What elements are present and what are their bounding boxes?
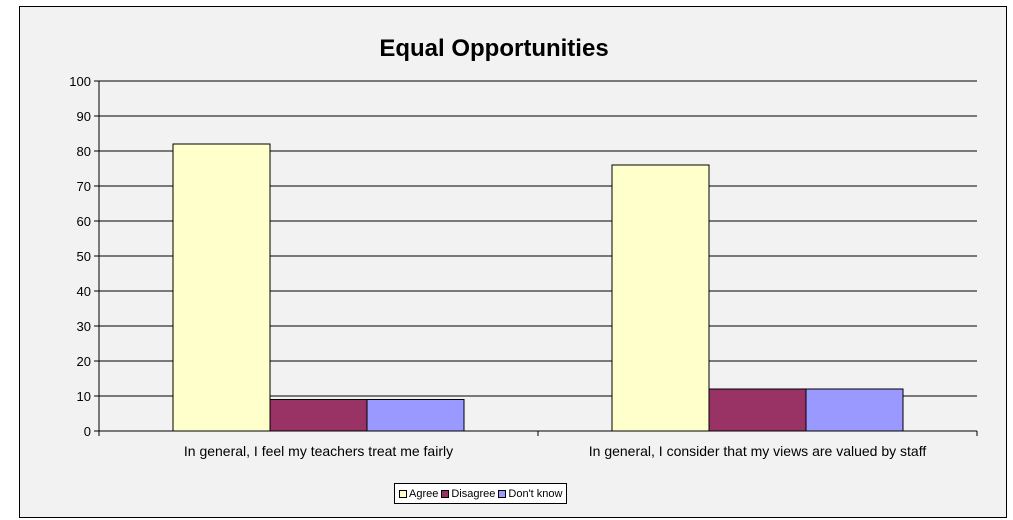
legend-item: Disagree [441,488,495,500]
bar-agree [611,164,710,432]
y-tick-label: 30 [77,319,91,334]
legend-label: Don't know [508,487,563,500]
legend-label: Agree [409,487,439,500]
y-tick-label: 80 [77,144,91,159]
bar-disagree [708,388,807,432]
y-tick-label: 50 [77,249,91,264]
bar-disagree [269,399,368,432]
bars [172,143,904,432]
y-tick-label: 60 [77,214,91,229]
y-tick-label: 10 [77,389,91,404]
bar-don-t-know [366,399,465,432]
bar-don-t-know [805,388,904,432]
x-category-label: In general, I consider that my views are… [589,443,927,459]
legend-item: Don't know [498,488,562,500]
y-tick-label: 20 [77,354,91,369]
chart-title: Equal Opportunities [379,35,608,62]
axis-labels: 0 10 20 30 40 50 60 70 80 90 100 In general, I feel… [69,74,926,459]
legend-swatch [441,489,450,498]
x-category-label: In general, I feel my teachers treat me … [184,443,453,459]
y-tick-label: 40 [77,284,91,299]
y-tick-label: 100 [69,74,91,89]
bar-agree [172,143,271,432]
axes [94,80,978,436]
y-tick-label: 0 [84,424,91,439]
chart-legend: Agree Disagree Don't know [394,483,568,504]
y-tick-label: 90 [77,109,91,124]
legend-label: Disagree [451,487,496,500]
legend-swatch [399,489,407,498]
legend-item: Agree [399,488,438,500]
y-tick-label: 70 [77,179,91,194]
legend-swatch [498,489,507,498]
